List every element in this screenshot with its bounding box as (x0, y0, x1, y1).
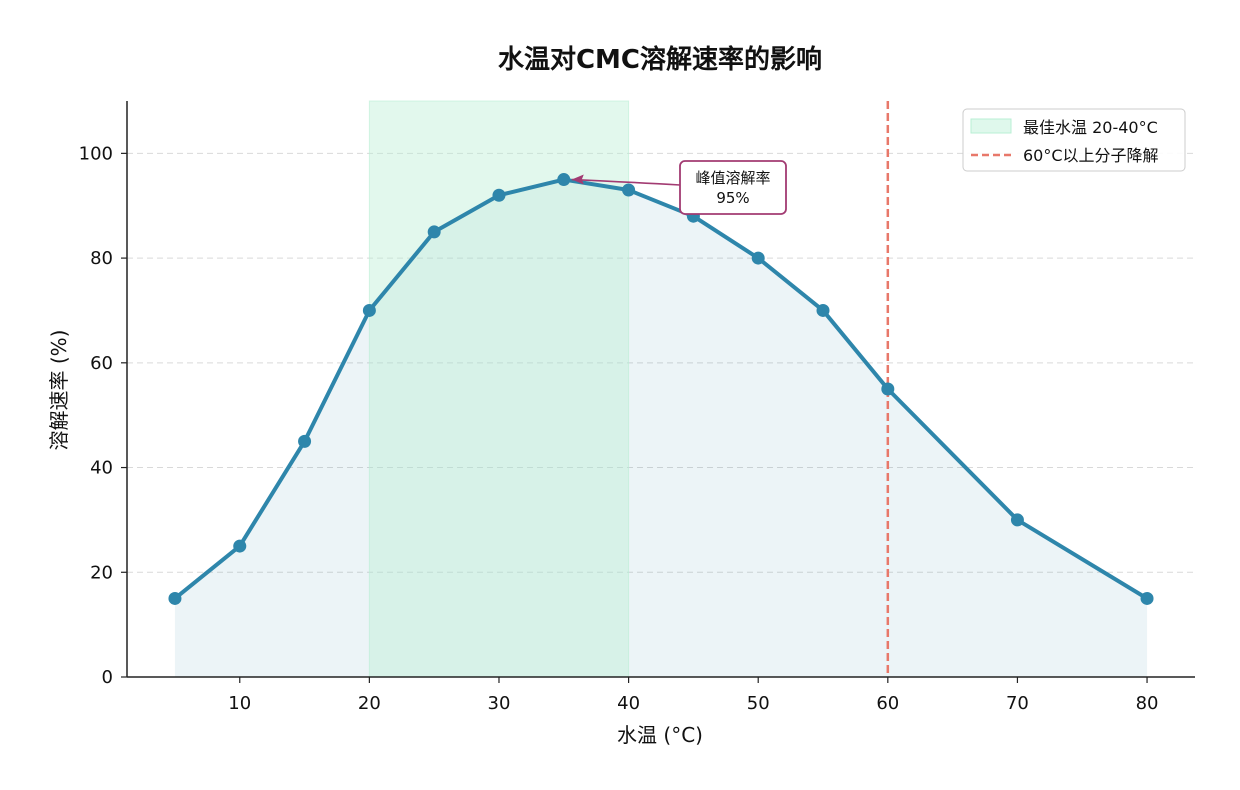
data-point (298, 434, 312, 448)
series-line (173, 177, 1149, 601)
x-tick-label: 40 (617, 693, 640, 714)
annotation-text: 峰值溶解率 (695, 169, 770, 187)
x-tick-label: 50 (747, 693, 770, 714)
x-tick-label: 20 (358, 693, 381, 714)
x-tick-label: 10 (228, 693, 251, 714)
y-tick-label: 60 (90, 353, 113, 374)
optimal-band (368, 100, 630, 678)
legend: 最佳水温 20-40°C 60°C以上分子降解 (962, 108, 1186, 172)
data-point (622, 183, 636, 197)
data-point (233, 539, 247, 553)
area-fill (174, 179, 1148, 677)
annotation-text: 95% (716, 189, 749, 207)
data-point (881, 382, 895, 396)
data-point (1010, 513, 1024, 527)
y-tick-label: 80 (90, 248, 113, 269)
data-point (557, 173, 571, 187)
x-tick-label: 30 (488, 693, 511, 714)
x-tick-label: 80 (1136, 693, 1159, 714)
y-tick-label: 100 (79, 143, 113, 164)
x-tick-label: 70 (1006, 693, 1029, 714)
x-tick-label: 60 (876, 693, 899, 714)
data-point (816, 303, 830, 317)
data-point (1140, 591, 1154, 605)
annotation-box (679, 160, 787, 215)
annotation-arrowhead (571, 174, 584, 185)
data-point (427, 225, 441, 239)
x-axis-label: 水温 (°C) (617, 723, 703, 747)
plot-area: 10 20 30 40 50 60 70 80 0 20 40 60 80 100 峰值溶解率 95% (79, 100, 1195, 714)
legend-threshold-label: 60°C以上分子降解 (1023, 146, 1159, 165)
y-tick-label: 40 (90, 458, 113, 479)
data-point (168, 591, 182, 605)
data-point (362, 303, 376, 317)
chart-title: 水温对CMC溶解速率的影响 (498, 44, 822, 75)
legend-band-swatch (970, 118, 1012, 134)
data-point (492, 188, 506, 202)
y-axis-label: 溶解速率 (%) (47, 330, 71, 451)
legend-frame (962, 108, 1186, 172)
data-point (751, 251, 765, 265)
y-tick-label: 0 (102, 667, 113, 688)
legend-band-label: 最佳水温 20-40°C (1023, 118, 1158, 137)
y-tick-label: 20 (90, 562, 113, 583)
